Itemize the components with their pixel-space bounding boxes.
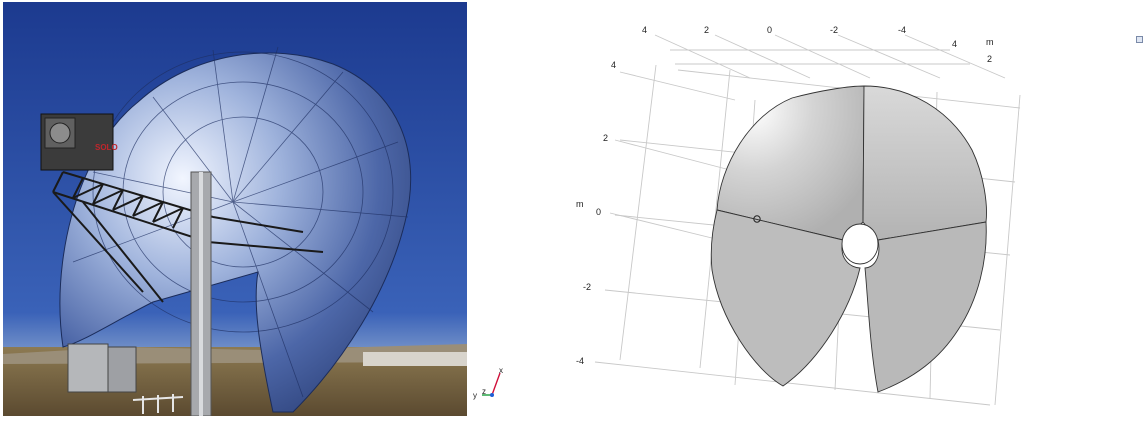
top-axis-tick-2: 2 [704,25,709,35]
cad-3d-viewport[interactable]: 4 2 0 -2 -4 4 2 m 4 2 0 -2 -4 m [560,0,1120,427]
selection-point-marker[interactable] [753,215,761,223]
top-unit-label: m [986,37,994,47]
top-axis-tick-4: -2 [830,25,838,35]
left-axis-tick-4: -2 [583,282,591,292]
dish-center-hole [841,223,879,265]
triad-z-label: z [482,387,486,396]
top-axis-tick-5: -4 [898,25,906,35]
triad-y-label: y [473,391,477,400]
depth-axis-tick-2: 2 [987,54,992,64]
left-axis-tick-3: 0 [596,207,601,217]
top-axis-tick-1: 4 [642,25,647,35]
left-axis-tick-1: 4 [611,60,616,70]
window-corner-icon[interactable] [1136,36,1143,43]
left-axis-tick-5: -4 [576,356,584,366]
coordinate-triad: x y z [470,365,510,405]
dish-surface-model[interactable] [710,85,987,393]
top-axis-tick-3: 0 [767,25,772,35]
left-unit-label: m [576,199,584,209]
depth-axis-tick-1: 4 [952,39,957,49]
left-axis-tick-2: 2 [603,133,608,143]
triad-x-label: x [499,366,503,375]
engine-logo-text: SOLO [95,143,118,152]
dish-concentrator-photo: SOLO [3,2,467,416]
